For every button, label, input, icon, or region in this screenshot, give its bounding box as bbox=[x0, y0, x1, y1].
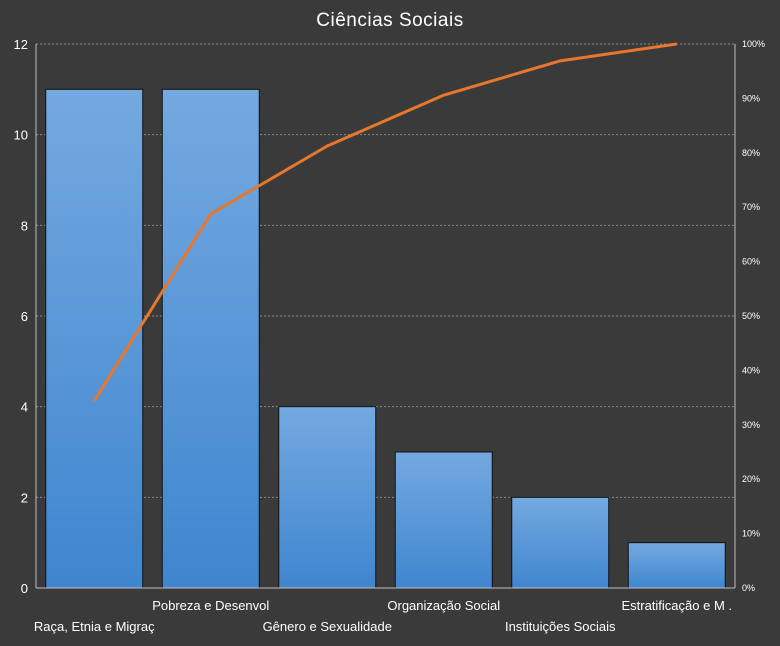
x-tick-label: Instituições Sociais bbox=[505, 619, 616, 634]
bars bbox=[46, 89, 726, 588]
y2-tick-label: 70% bbox=[742, 202, 760, 212]
x-tick-label: Raça, Etnia e Migraç bbox=[34, 619, 155, 634]
bar-5 bbox=[512, 497, 609, 588]
chart-title: Ciências Sociais bbox=[316, 10, 463, 31]
bar-4 bbox=[395, 452, 492, 588]
y2-tick-label: 10% bbox=[742, 529, 760, 539]
y2-tick-label: 40% bbox=[742, 365, 760, 375]
y2-tick-label: 100% bbox=[742, 39, 765, 49]
bar-1 bbox=[46, 89, 143, 588]
x-tick-label: Organização Social bbox=[387, 598, 500, 613]
x-tick-label: Gênero e Sexualidade bbox=[263, 619, 392, 634]
bar-6 bbox=[628, 543, 725, 588]
y-tick-label: 0 bbox=[21, 581, 28, 596]
y2-tick-label: 60% bbox=[742, 257, 760, 267]
y-tick-label: 4 bbox=[21, 400, 28, 415]
x-tick-label: Pobreza e Desenvol bbox=[152, 598, 269, 613]
bar-2 bbox=[162, 89, 259, 588]
y-tick-label: 6 bbox=[21, 309, 28, 324]
bar-3 bbox=[279, 407, 376, 588]
y2-tick-label: 20% bbox=[742, 474, 760, 484]
y-tick-label: 12 bbox=[14, 37, 28, 52]
x-tick-label: Estratificação e M . bbox=[621, 598, 732, 613]
y2-tick-label: 30% bbox=[742, 420, 760, 430]
y-tick-label: 8 bbox=[21, 218, 28, 233]
y-tick-label: 2 bbox=[21, 490, 28, 505]
y2-tick-label: 80% bbox=[742, 148, 760, 158]
y2-tick-label: 90% bbox=[742, 93, 760, 103]
y2-tick-label: 50% bbox=[742, 311, 760, 321]
y-tick-label: 10 bbox=[14, 128, 28, 143]
y2-tick-label: 0% bbox=[742, 583, 755, 593]
